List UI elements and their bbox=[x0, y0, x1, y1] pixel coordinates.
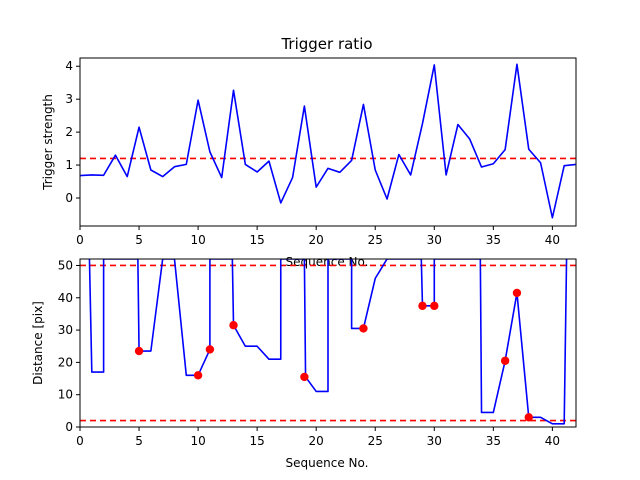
x-tick-label: 5 bbox=[135, 434, 143, 448]
y-tick-label: 0 bbox=[65, 191, 73, 205]
y-tick-label: 0 bbox=[65, 420, 73, 434]
x-tick-label: 25 bbox=[368, 233, 383, 247]
x-tick-label: 20 bbox=[309, 233, 324, 247]
top-chart-x-axis-label: Sequence No. bbox=[286, 255, 369, 269]
axes-frame bbox=[79, 258, 577, 428]
data-point-marker bbox=[134, 346, 144, 356]
data-point-marker bbox=[430, 301, 439, 311]
top-chart-y-axis-label: Trigger strength bbox=[41, 94, 55, 191]
y-tick-label: 10 bbox=[58, 388, 73, 402]
x-tick-label: 40 bbox=[545, 434, 560, 448]
y-tick-label: 20 bbox=[58, 355, 73, 369]
plot-area bbox=[80, 259, 576, 425]
plot-area bbox=[80, 63, 576, 219]
data-point-marker bbox=[205, 345, 215, 354]
x-tick-label: 40 bbox=[545, 233, 560, 247]
x-tick-label: 30 bbox=[427, 434, 442, 448]
x-tick-label: 10 bbox=[190, 233, 205, 247]
data-point-marker bbox=[229, 321, 238, 330]
x-tick-label: 15 bbox=[250, 434, 265, 448]
x-tick-label: 35 bbox=[486, 233, 501, 247]
x-tick-label: 30 bbox=[427, 233, 442, 247]
data-point-marker bbox=[418, 301, 427, 311]
top-chart-title: Trigger ratio bbox=[280, 35, 372, 53]
x-tick-label: 10 bbox=[190, 434, 205, 448]
x-tick-label: 0 bbox=[76, 434, 84, 448]
bottom-chart-panel: Sequence No. Distance [pix] 0 5 10 15 20 25 30… bbox=[31, 258, 577, 470]
axes-frame bbox=[79, 57, 577, 227]
data-point-marker bbox=[193, 371, 203, 380]
y-tick-label: 1 bbox=[65, 158, 73, 172]
y-tick-label: 30 bbox=[58, 323, 73, 337]
data-point-marker bbox=[512, 288, 522, 298]
series-line-0 bbox=[80, 63, 576, 219]
y-tick-label: 2 bbox=[65, 125, 73, 139]
data-point-marker bbox=[500, 356, 510, 365]
x-tick-label: 20 bbox=[309, 434, 324, 448]
data-point-marker bbox=[300, 372, 309, 382]
x-tick-label: 0 bbox=[76, 233, 84, 247]
y-tick-label: 50 bbox=[58, 258, 73, 272]
series-line-0 bbox=[88, 259, 568, 425]
data-point-marker bbox=[524, 413, 533, 422]
x-tick-label: 15 bbox=[250, 233, 265, 247]
y-tick-label: 3 bbox=[65, 92, 73, 106]
y-tick-label: 4 bbox=[65, 59, 73, 73]
bottom-chart-x-axis-label: Sequence No. bbox=[286, 456, 369, 470]
data-point-marker bbox=[359, 324, 368, 333]
x-tick-label: 25 bbox=[368, 434, 383, 448]
y-tick-label: 40 bbox=[58, 291, 73, 305]
x-tick-label: 35 bbox=[486, 434, 501, 448]
bottom-chart-y-axis-label: Distance [pix] bbox=[31, 301, 45, 385]
x-tick-label: 5 bbox=[135, 233, 143, 247]
top-chart-panel: Trigger ratio Sequence No. Trigger stren… bbox=[41, 35, 577, 269]
